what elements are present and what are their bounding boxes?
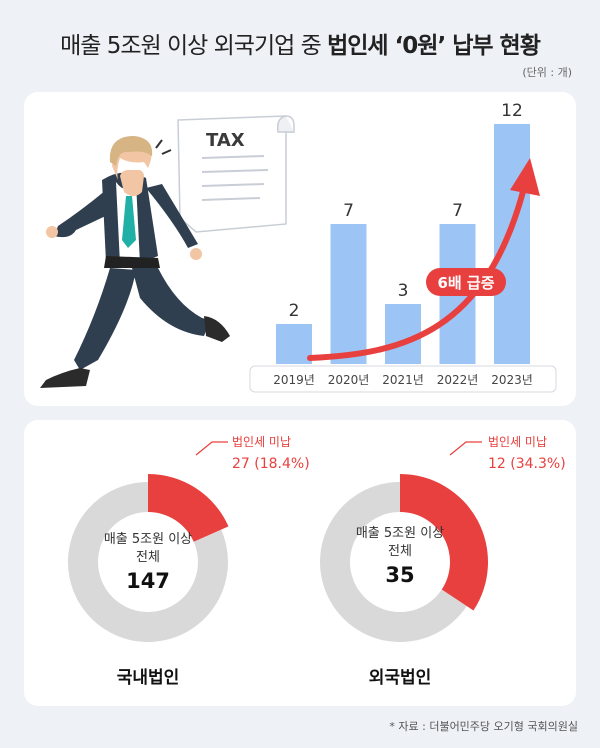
title-prefix: 매출 5조원 이상 외국기업 중: [60, 33, 328, 59]
x-tick-label: 2020년: [328, 373, 370, 387]
bar: [330, 224, 367, 364]
bar: [385, 304, 421, 364]
donut-domestic-category: 국내법인: [117, 668, 180, 688]
donut-domestic-center-sub: 전체: [136, 550, 160, 565]
bar-value-label: 12: [501, 101, 523, 121]
donut-foreign-callout-label: 법인세 미납: [488, 435, 547, 449]
bar-value-label: 7: [343, 201, 354, 221]
surge-label: 6배 급증: [437, 274, 494, 292]
businessman-illustration: [40, 136, 230, 388]
bar: [494, 124, 530, 364]
donut-slice-rest: [68, 482, 229, 642]
x-tick-label: 2022년: [437, 373, 479, 387]
growth-arrow: 6배 급증: [307, 158, 540, 361]
bar-chart: TAX 2 7 3 7 12 2019년 2020년 2021년 2022년 2023년: [40, 101, 557, 393]
donut-foreign: 매출 5조원 이상 전체 35 법인세 미납 12 (34.3%) 외국법인: [320, 435, 566, 688]
page-title: 매출 5조원 이상 외국기업 중 법인세 ‘0원’ 납부 현황: [0, 26, 600, 60]
donut-domestic-total: 147: [126, 569, 170, 593]
tax-document-icon: TAX: [177, 115, 295, 233]
donut-domestic-arcs: [68, 474, 229, 642]
donut-domestic: 매출 5조원 이상 전체 147 법인세 미납 27 (18.4%) 국내법인: [68, 435, 310, 688]
source-note: * 자료 : 더불어민주당 오기형 국회의원실: [389, 720, 578, 733]
donut-domestic-callout-value: 27 (18.4%): [232, 456, 310, 472]
unit-label: (단위 : 개): [522, 66, 572, 79]
bar-series: 2 7 3 7 12: [276, 101, 530, 364]
tax-label: TAX: [206, 130, 245, 151]
donut-foreign-center-label: 매출 5조원 이상: [356, 526, 444, 541]
donut-slice-unpaid: [400, 474, 488, 611]
x-tick-label: 2023년: [491, 373, 533, 387]
bar-value-label: 2: [289, 301, 300, 321]
x-axis-panel: [249, 365, 557, 393]
x-tick-label: 2021년: [382, 373, 424, 387]
donut-slice-rest: [320, 482, 467, 642]
surge-badge: [426, 268, 506, 296]
donut-foreign-arcs: [320, 474, 488, 642]
donut-foreign-center-sub: 전체: [388, 544, 412, 559]
title-highlight: 법인세 ‘0원’ 납부 현황: [327, 33, 541, 59]
donut-foreign-callout-value: 12 (34.3%): [488, 456, 566, 472]
donut-slice-unpaid: [148, 474, 229, 542]
bar-value-label: 7: [452, 201, 463, 221]
donut-foreign-total: 35: [385, 563, 414, 587]
x-axis-ticks: 2019년 2020년 2021년 2022년 2023년: [273, 373, 533, 387]
bar-chart-card: TAX 2 7 3 7 12 2019년 2020년 2021년 2022년 2023년: [24, 92, 576, 406]
donut-charts: 매출 5조원 이상 전체 147 법인세 미납 27 (18.4%) 국내법인 …: [68, 435, 566, 688]
bar: [276, 324, 312, 364]
bar-value-label: 3: [398, 281, 409, 301]
donut-foreign-category: 외국법인: [369, 668, 432, 688]
donut-domestic-callout-label: 법인세 미납: [232, 435, 291, 449]
donut-domestic-center-label: 매출 5조원 이상: [104, 532, 192, 547]
x-tick-label: 2019년: [273, 373, 315, 387]
donut-card: 매출 5조원 이상 전체 147 법인세 미납 27 (18.4%) 국내법인 …: [24, 420, 576, 706]
